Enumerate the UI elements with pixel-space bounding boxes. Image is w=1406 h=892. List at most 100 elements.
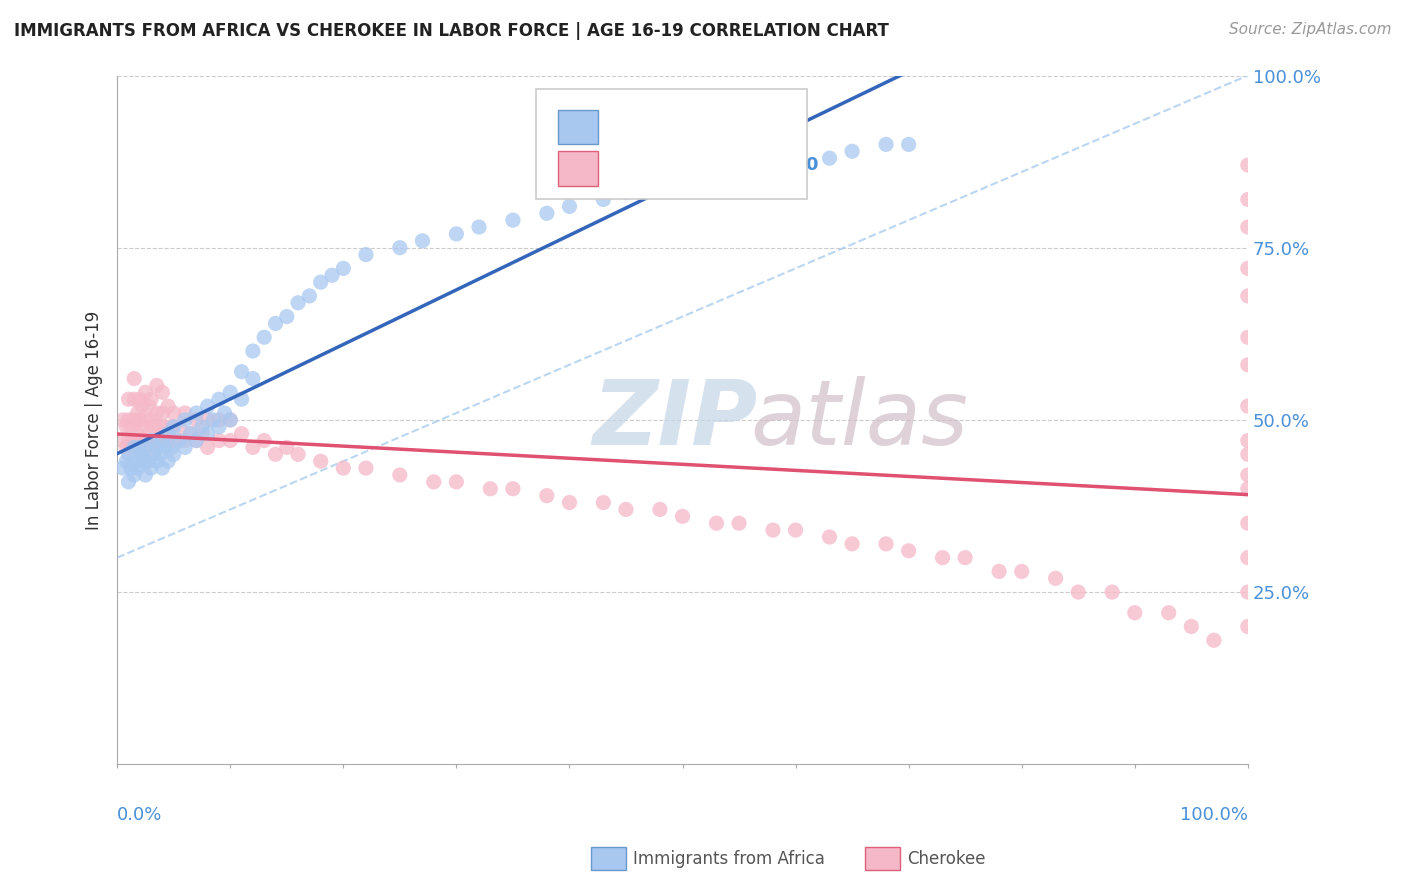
Point [1237, 358, 1260, 372]
Point [111, 434, 134, 448]
Point [115, 419, 138, 434]
Point [111, 413, 134, 427]
Point [208, 413, 231, 427]
Point [309, 275, 332, 289]
Text: 100.0%: 100.0% [1180, 805, 1249, 823]
Point [785, 523, 807, 537]
Point [208, 392, 231, 407]
Point [120, 419, 142, 434]
Point [142, 447, 165, 461]
Point [197, 441, 219, 455]
Point [332, 261, 354, 276]
Point [287, 295, 309, 310]
Point [152, 434, 174, 448]
Point [354, 247, 377, 261]
Point [1237, 482, 1260, 496]
Point [139, 413, 162, 427]
Point [536, 489, 558, 503]
Point [841, 145, 863, 159]
Point [186, 434, 208, 448]
Point [122, 441, 145, 455]
Point [875, 137, 897, 152]
Point [671, 171, 693, 186]
Point [152, 385, 174, 400]
Point [332, 461, 354, 475]
Point [117, 392, 139, 407]
Point [953, 550, 976, 565]
Point [309, 454, 332, 468]
Point [191, 426, 214, 441]
Point [592, 495, 614, 509]
Text: 0.0%: 0.0% [117, 805, 163, 823]
Point [145, 454, 167, 468]
Point [197, 413, 219, 427]
Point [186, 434, 208, 448]
Point [242, 441, 264, 455]
Point [253, 434, 276, 448]
Point [614, 186, 637, 200]
Point [931, 550, 953, 565]
Point [276, 441, 298, 455]
Point [785, 151, 807, 165]
Point [160, 441, 183, 455]
Point [152, 406, 174, 420]
Point [134, 413, 156, 427]
Point [117, 447, 139, 461]
Point [502, 213, 524, 227]
Point [180, 426, 202, 441]
Point [197, 399, 219, 413]
Point [1237, 516, 1260, 531]
Point [446, 475, 468, 489]
Text: N =: N = [734, 104, 773, 122]
Point [208, 434, 231, 448]
Point [1180, 619, 1202, 633]
Point [231, 426, 253, 441]
Text: Source: ZipAtlas.com: Source: ZipAtlas.com [1229, 22, 1392, 37]
Point [127, 406, 149, 420]
Point [120, 441, 142, 455]
Point [231, 392, 253, 407]
Point [1067, 585, 1090, 599]
Point [897, 137, 920, 152]
Point [264, 317, 287, 331]
Point [152, 461, 174, 475]
Point [818, 530, 841, 544]
Point [174, 413, 197, 427]
Point [762, 158, 785, 172]
Point [502, 482, 524, 496]
Point [139, 441, 162, 455]
Point [128, 441, 150, 455]
Point [897, 543, 920, 558]
Point [142, 419, 165, 434]
Point [138, 454, 160, 468]
Point [253, 330, 276, 344]
Point [1237, 550, 1260, 565]
Point [122, 392, 145, 407]
Point [145, 434, 167, 448]
Point [388, 241, 411, 255]
Point [287, 447, 309, 461]
Point [128, 434, 150, 448]
Point [122, 434, 145, 448]
Point [214, 406, 236, 420]
Point [1011, 565, 1033, 579]
Point [592, 193, 614, 207]
Point [202, 413, 225, 427]
Point [762, 523, 785, 537]
Point [479, 482, 502, 496]
Point [388, 468, 411, 483]
Point [1237, 220, 1260, 235]
Point [1237, 399, 1260, 413]
Point [614, 502, 637, 516]
Point [818, 151, 841, 165]
Point [1157, 606, 1180, 620]
Point [321, 268, 343, 283]
Point [728, 165, 751, 179]
Point [153, 419, 176, 434]
Point [115, 441, 138, 455]
Point [160, 419, 183, 434]
Point [134, 441, 156, 455]
Point [138, 399, 160, 413]
Text: IMMIGRANTS FROM AFRICA VS CHEROKEE IN LABOR FORCE | AGE 16-19 CORRELATION CHART: IMMIGRANTS FROM AFRICA VS CHEROKEE IN LA… [14, 22, 889, 40]
Point [117, 475, 139, 489]
